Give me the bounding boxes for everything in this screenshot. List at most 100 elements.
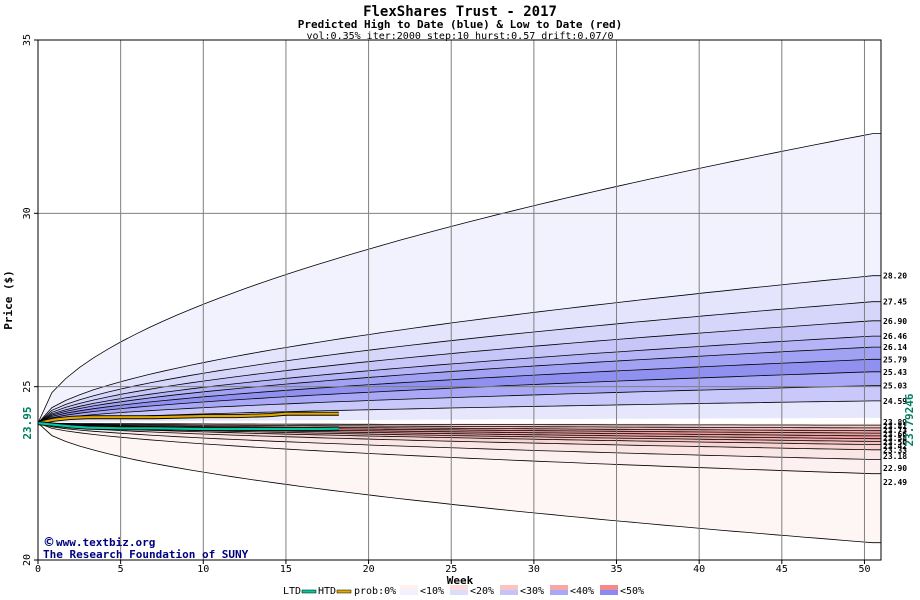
x-tick-label: 40	[693, 564, 705, 575]
legend-item-label: <50%	[620, 586, 644, 597]
high-band-end-label: 26.14	[883, 343, 907, 352]
legend-high-swatch	[500, 590, 518, 595]
high-band-area	[38, 320, 881, 424]
x-tick-label: 5	[118, 564, 124, 575]
high-band-line	[37, 371, 881, 424]
legend-ltd-swatch	[301, 589, 317, 594]
legend-ltd-label: LTD	[283, 586, 301, 597]
legend-low-swatch	[500, 585, 518, 590]
current-price-label: 23.79246	[903, 393, 916, 446]
y-axis-label: Price ($)	[2, 270, 15, 330]
band-end-labels: 28.20 27.45 26.90 26.46 26.14 25.79 25.43 25.03…	[883, 272, 907, 487]
y-tick-label: 30	[22, 207, 33, 219]
y-axis: 20 25 30 35	[22, 34, 38, 566]
legend-item-label: <30%	[520, 586, 544, 597]
high-band-end-label: 26.90	[883, 317, 907, 326]
low-band-end-label: 23.89	[883, 418, 907, 427]
legend-low-swatch	[600, 585, 618, 590]
low-band-line	[37, 422, 881, 475]
legend: LTD HTD prob:0% <10% <20% <30% <40% <50%	[283, 585, 644, 597]
x-tick-label: 35	[611, 564, 623, 575]
high-band-end-label: 28.20	[883, 272, 907, 281]
x-tick-label: 15	[280, 564, 292, 575]
watermark-org: The Research Foundation of SUNY	[43, 548, 249, 561]
high-band-area	[38, 371, 881, 424]
low-band-end-label: 23.58	[883, 434, 907, 443]
low-band-area	[38, 423, 881, 434]
x-tick-label: 0	[35, 564, 41, 575]
low-band-area	[38, 423, 881, 460]
y-tick-label: 35	[22, 34, 33, 46]
low-band-end-label: 23.81	[883, 422, 907, 431]
low-band-end-label: 23.50	[883, 438, 907, 447]
low-band-end-label: 22.90	[883, 464, 907, 473]
y-tick-label: 20	[22, 554, 33, 566]
x-tick-label: 50	[858, 564, 870, 575]
low-band-end-label: 23.33	[883, 446, 907, 455]
x-tick-label: 30	[528, 564, 540, 575]
legend-item-label: <20%	[470, 586, 494, 597]
high-band-area	[38, 347, 881, 424]
high-band-line	[37, 335, 881, 424]
legend-low-swatch	[550, 585, 568, 590]
legend-item-label: <10%	[420, 586, 444, 597]
high-band-area	[38, 275, 881, 424]
low-band-end-label: 22.49	[883, 478, 907, 487]
low-band-line	[37, 422, 881, 544]
high-band-line	[37, 385, 881, 424]
x-tick-label: 10	[197, 564, 209, 575]
x-tick-label: 25	[445, 564, 457, 575]
high-band-line	[37, 301, 881, 424]
start-price-label: 23.95	[21, 406, 34, 439]
high-band-line	[37, 275, 881, 424]
low-band-line	[37, 422, 881, 432]
x-tick-label: 20	[363, 564, 375, 575]
low-band-line	[37, 422, 881, 446]
low-band-end-label: 23.42	[883, 442, 907, 451]
low-band-line	[37, 422, 881, 451]
copyright-icon: ©	[43, 535, 55, 549]
high-band-area	[38, 385, 881, 424]
x-axis-label: Week	[447, 574, 474, 587]
low-band-end-label: 23.18	[883, 452, 907, 461]
legend-high-swatch	[400, 590, 418, 595]
legend-prob-label: prob:0%	[354, 586, 396, 597]
low-band-area	[38, 423, 881, 439]
legend-htd-label: HTD	[318, 586, 336, 597]
low-band-line	[37, 422, 881, 429]
probability-bands	[37, 133, 881, 544]
low-band-end-label: 23.66	[883, 430, 907, 439]
x-tick-label: 45	[776, 564, 788, 575]
chart-title: FlexShares Trust - 2017	[363, 4, 557, 20]
high-band-line	[37, 320, 881, 424]
chart-subtitle: Predicted High to Date (blue) & Low to D…	[298, 18, 623, 31]
low-band-area	[38, 423, 881, 543]
high-band-line	[37, 358, 881, 424]
series-line-ltd	[37, 422, 339, 431]
high-band-area	[38, 301, 881, 424]
high-band-end-label: 26.46	[883, 332, 907, 341]
legend-high-swatch	[450, 590, 468, 595]
legend-item-label: <40%	[570, 586, 594, 597]
high-band-area	[38, 359, 881, 424]
legend-high-swatch	[600, 590, 618, 595]
high-band-end-label: 27.45	[883, 298, 907, 307]
legend-low-swatch	[400, 585, 418, 590]
series-line-htd	[37, 412, 339, 425]
high-band-end-label: 24.59	[883, 397, 907, 406]
x-axis: 0 5 10 15 20 25 30 35 40 45 50	[35, 560, 870, 575]
grid	[38, 40, 881, 560]
low-band-line	[37, 422, 881, 460]
high-band-line	[37, 346, 881, 424]
chart-params: vol:0.35% iter:2000 step:10 hurst:0.57 d…	[306, 31, 613, 42]
watermark-url: www.textbiz.org	[56, 536, 155, 549]
low-band-area	[38, 423, 881, 431]
high-band-area	[38, 133, 881, 424]
plot-frame	[37, 39, 882, 561]
low-band-area	[38, 423, 881, 436]
high-band-end-label: 25.43	[883, 368, 907, 377]
y-tick-label: 25	[22, 381, 33, 393]
low-band-line	[37, 422, 881, 426]
legend-low-swatch	[450, 585, 468, 590]
